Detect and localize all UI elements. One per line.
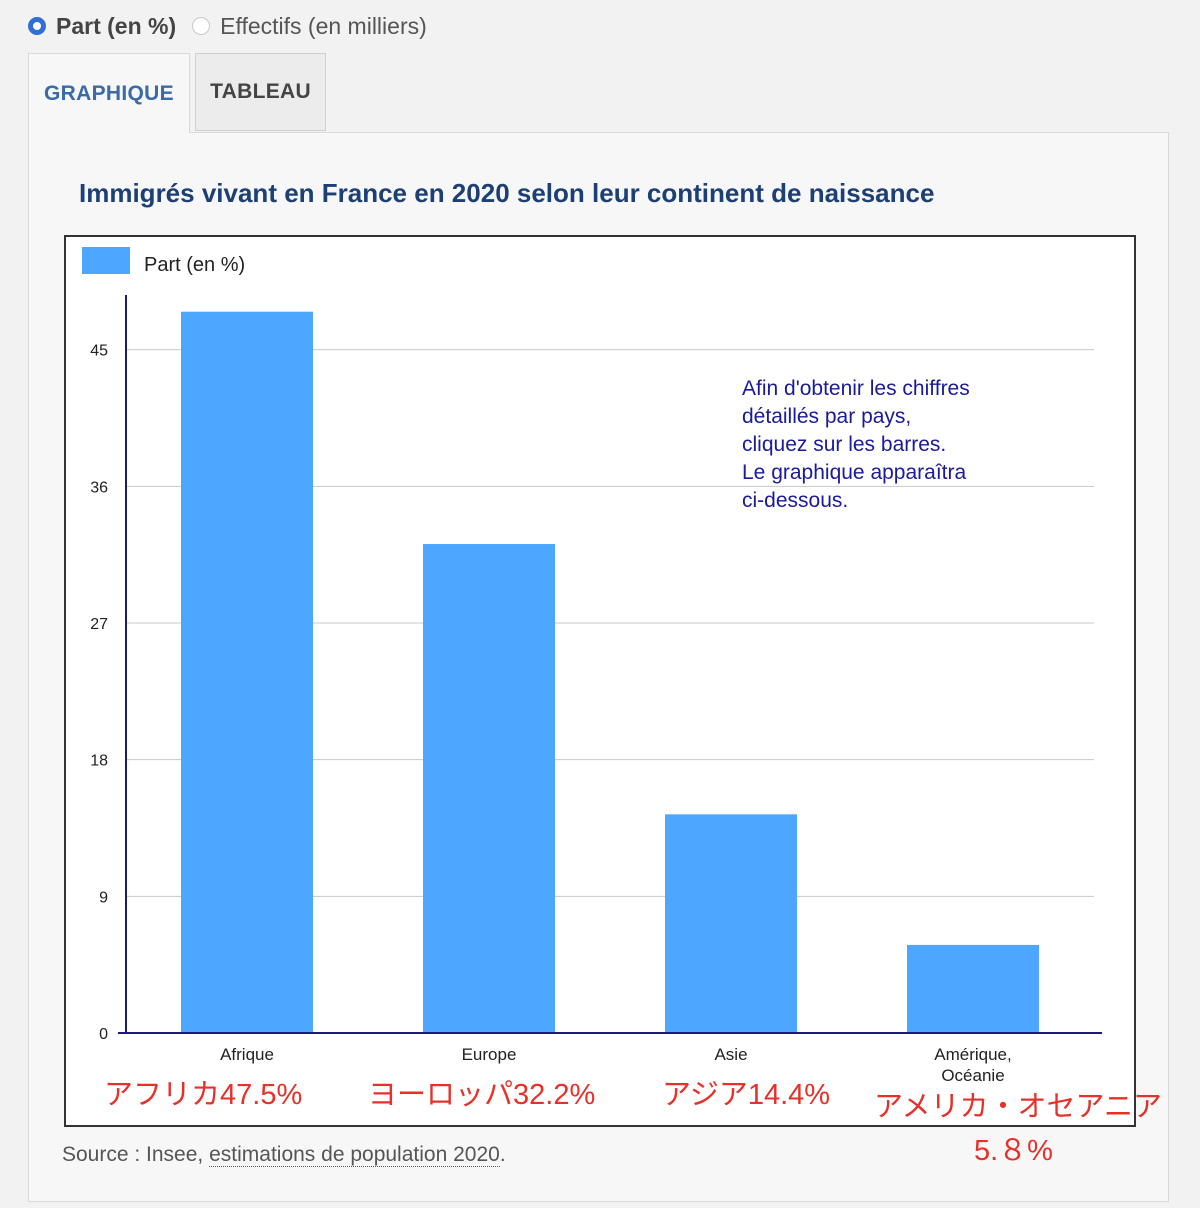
x-tick-label: Afrique: [220, 1045, 274, 1064]
source-link[interactable]: estimations de population 2020: [209, 1143, 500, 1167]
view-tabs: GRAPHIQUE TABLEAU: [28, 53, 326, 133]
chart-note-line: ci-dessous.: [742, 489, 848, 512]
y-tick-label: 27: [90, 616, 108, 633]
source-prefix: Source : Insee,: [62, 1143, 210, 1166]
radio-checked-icon[interactable]: [28, 17, 46, 35]
y-tick-label: 18: [90, 753, 108, 770]
bar-chart: Part (en %) 0 9 18 27 36 45 Afrique Europe Asie Am…: [82, 247, 1102, 1085]
bar-2[interactable]: [665, 814, 797, 1033]
annotation-europe: ヨーロッパ32.2%: [368, 1079, 596, 1111]
legend-swatch: [82, 247, 130, 274]
chart-note-line: détaillés par pays,: [742, 405, 911, 428]
chart-note-line: Le graphique apparaîtra: [742, 461, 966, 484]
source-suffix: .: [499, 1143, 506, 1166]
annotation-afrique: アフリカ47.5%: [104, 1079, 303, 1111]
radio-part-label[interactable]: Part (en %): [56, 12, 177, 39]
y-tick-label: 9: [99, 889, 108, 906]
chart-title: Immigrés vivant en France en 2020 selon …: [79, 178, 935, 208]
chart-container: Part (en %) 0 9 18 27 36 45 Afrique Europe Asie Am…: [64, 235, 1136, 1127]
chart-note-line: cliquez sur les barres.: [742, 433, 946, 456]
radio-unchecked-icon[interactable]: [192, 17, 211, 35]
y-tick-label: 36: [90, 479, 108, 496]
annotation-asie: アジア14.4%: [662, 1079, 831, 1111]
x-tick-label: Asie: [714, 1045, 747, 1064]
x-tick-label: Amérique,: [934, 1045, 1011, 1064]
x-tick-label: Océanie: [941, 1066, 1004, 1085]
bar-3[interactable]: [907, 944, 1039, 1033]
source-note: Source : Insee, estimations de populatio…: [62, 1143, 506, 1167]
legend-label: Part (en %): [144, 254, 245, 276]
radio-part[interactable]: Part (en %): [28, 13, 176, 40]
radio-effectifs[interactable]: Effectifs (en milliers): [192, 13, 427, 40]
bar-1[interactable]: [423, 544, 555, 1033]
display-mode-radio-group: Part (en %) Effectifs (en milliers): [28, 10, 443, 42]
chart-note-line: Afin d'obtenir les chiffres: [742, 377, 970, 400]
bar-0[interactable]: [181, 311, 313, 1033]
tab-graphique[interactable]: GRAPHIQUE: [28, 53, 190, 133]
annotation-amerique-line1: アメリカ・オセアニア: [874, 1091, 1162, 1123]
y-tick-label: 45: [90, 343, 108, 360]
x-tick-label: Europe: [462, 1045, 517, 1064]
y-tick-label: 0: [99, 1026, 108, 1043]
radio-effectifs-label[interactable]: Effectifs (en milliers): [220, 12, 427, 39]
annotation-amerique-line2: 5.８%: [974, 1135, 1053, 1167]
tab-tableau[interactable]: TABLEAU: [195, 53, 326, 131]
